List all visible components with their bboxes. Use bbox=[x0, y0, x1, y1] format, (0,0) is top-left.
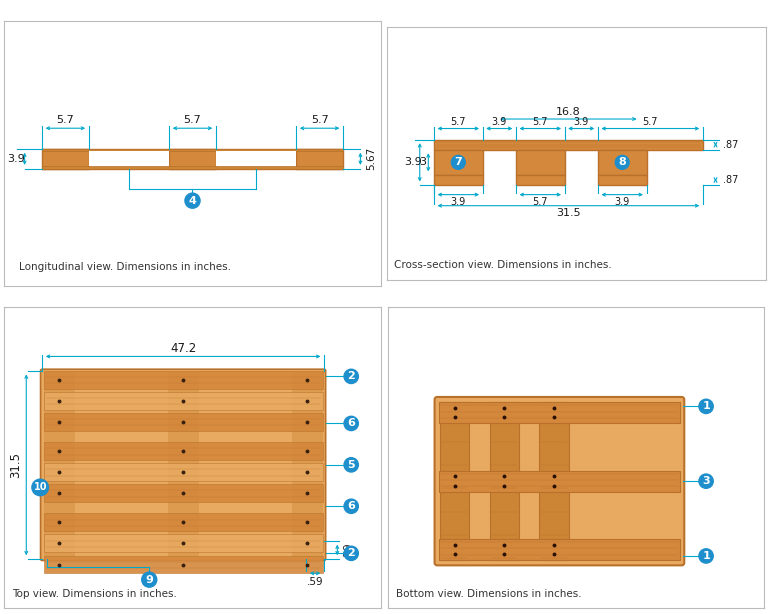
Text: 6: 6 bbox=[347, 501, 355, 511]
Text: Longitudinal view. Dimensions in inches.: Longitudinal view. Dimensions in inches. bbox=[19, 262, 231, 273]
FancyBboxPatch shape bbox=[516, 175, 564, 185]
Text: 5.7: 5.7 bbox=[533, 196, 548, 206]
Text: 6: 6 bbox=[347, 418, 355, 429]
Text: 5: 5 bbox=[347, 460, 355, 470]
Circle shape bbox=[699, 474, 713, 488]
FancyBboxPatch shape bbox=[44, 463, 323, 481]
FancyBboxPatch shape bbox=[516, 150, 564, 175]
Text: 8: 8 bbox=[618, 157, 626, 168]
Text: 1: 1 bbox=[702, 402, 710, 411]
Text: 5.67: 5.67 bbox=[366, 147, 376, 171]
Text: .59: .59 bbox=[343, 542, 353, 558]
Text: 9: 9 bbox=[146, 575, 153, 585]
Circle shape bbox=[32, 479, 49, 495]
FancyBboxPatch shape bbox=[44, 442, 323, 460]
FancyBboxPatch shape bbox=[539, 402, 569, 560]
Text: 5.7: 5.7 bbox=[643, 117, 658, 127]
Text: 47.2: 47.2 bbox=[170, 341, 196, 355]
FancyBboxPatch shape bbox=[44, 484, 323, 502]
Circle shape bbox=[142, 572, 157, 587]
Text: Cross-section view. Dimensions in inches.: Cross-section view. Dimensions in inches… bbox=[394, 260, 612, 270]
Circle shape bbox=[451, 155, 465, 169]
FancyBboxPatch shape bbox=[440, 402, 470, 560]
Text: 2: 2 bbox=[347, 548, 355, 558]
Text: 2: 2 bbox=[347, 371, 355, 381]
Text: .59: .59 bbox=[306, 577, 323, 586]
FancyBboxPatch shape bbox=[439, 402, 680, 424]
FancyBboxPatch shape bbox=[434, 150, 483, 175]
Text: 3: 3 bbox=[702, 476, 710, 486]
Text: 5.7: 5.7 bbox=[450, 117, 466, 127]
FancyBboxPatch shape bbox=[598, 150, 647, 175]
Text: 3.9: 3.9 bbox=[614, 196, 630, 206]
Text: Top view. Dimensions in inches.: Top view. Dimensions in inches. bbox=[12, 589, 177, 599]
FancyBboxPatch shape bbox=[44, 392, 323, 410]
FancyBboxPatch shape bbox=[434, 397, 685, 565]
Text: 3: 3 bbox=[419, 157, 426, 168]
Text: .87: .87 bbox=[724, 139, 739, 150]
FancyBboxPatch shape bbox=[296, 149, 343, 169]
FancyBboxPatch shape bbox=[169, 149, 216, 169]
Text: .87: .87 bbox=[724, 175, 739, 185]
FancyBboxPatch shape bbox=[89, 151, 169, 166]
Text: 1: 1 bbox=[702, 551, 710, 561]
FancyBboxPatch shape bbox=[44, 556, 323, 573]
FancyBboxPatch shape bbox=[42, 149, 89, 169]
FancyBboxPatch shape bbox=[168, 372, 199, 558]
Circle shape bbox=[699, 549, 713, 563]
Circle shape bbox=[185, 193, 200, 208]
Text: 5.7: 5.7 bbox=[183, 115, 202, 125]
FancyBboxPatch shape bbox=[41, 369, 326, 561]
Circle shape bbox=[344, 546, 358, 561]
FancyBboxPatch shape bbox=[44, 513, 323, 531]
FancyBboxPatch shape bbox=[44, 371, 323, 389]
FancyBboxPatch shape bbox=[439, 470, 680, 492]
Text: 31.5: 31.5 bbox=[9, 452, 22, 478]
FancyBboxPatch shape bbox=[216, 151, 296, 166]
Text: 3.9: 3.9 bbox=[492, 117, 507, 127]
Text: 7: 7 bbox=[454, 157, 462, 168]
Text: 4: 4 bbox=[189, 196, 196, 206]
FancyBboxPatch shape bbox=[44, 535, 323, 553]
Circle shape bbox=[699, 399, 713, 413]
FancyBboxPatch shape bbox=[42, 149, 343, 151]
FancyBboxPatch shape bbox=[490, 402, 519, 560]
FancyBboxPatch shape bbox=[44, 413, 323, 431]
Circle shape bbox=[344, 416, 358, 430]
Text: 5.7: 5.7 bbox=[311, 115, 329, 125]
Text: 10: 10 bbox=[33, 483, 47, 492]
FancyBboxPatch shape bbox=[598, 175, 647, 185]
FancyBboxPatch shape bbox=[44, 372, 75, 558]
Text: Bottom view. Dimensions in inches.: Bottom view. Dimensions in inches. bbox=[396, 589, 581, 599]
FancyBboxPatch shape bbox=[292, 372, 323, 558]
Text: 3.9: 3.9 bbox=[450, 196, 466, 206]
Text: 3.9: 3.9 bbox=[574, 117, 589, 127]
Text: 16.8: 16.8 bbox=[556, 107, 581, 117]
FancyBboxPatch shape bbox=[439, 539, 680, 560]
Text: 3.9: 3.9 bbox=[8, 154, 25, 164]
FancyBboxPatch shape bbox=[42, 166, 343, 169]
Circle shape bbox=[344, 457, 358, 472]
Text: 5.7: 5.7 bbox=[533, 117, 548, 127]
FancyBboxPatch shape bbox=[434, 139, 703, 150]
Circle shape bbox=[344, 369, 358, 384]
Text: 31.5: 31.5 bbox=[556, 208, 581, 217]
FancyBboxPatch shape bbox=[434, 175, 483, 185]
Text: 5.7: 5.7 bbox=[56, 115, 74, 125]
Circle shape bbox=[615, 155, 629, 169]
Text: 3.9: 3.9 bbox=[404, 157, 422, 168]
Circle shape bbox=[344, 499, 358, 513]
